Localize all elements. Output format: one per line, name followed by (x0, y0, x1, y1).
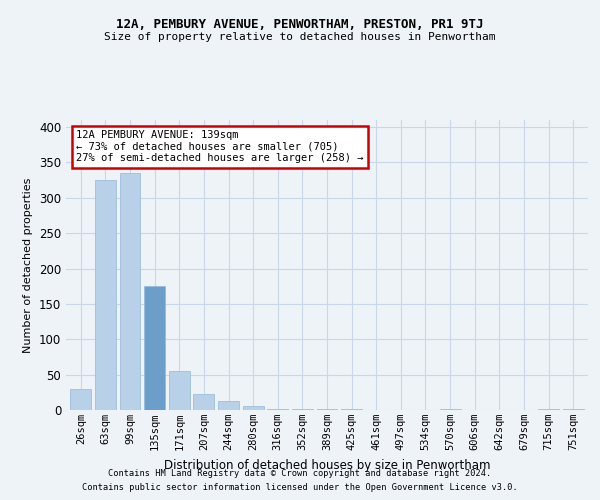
Bar (193, 394, 214, 410)
Y-axis label: Number of detached properties: Number of detached properties (23, 178, 34, 352)
Bar (169, 371, 190, 410)
Bar (95, 180, 116, 410)
Text: Contains public sector information licensed under the Open Government Licence v3: Contains public sector information licen… (82, 484, 518, 492)
Text: 12A, PEMBURY AVENUE, PENWORTHAM, PRESTON, PR1 9TJ: 12A, PEMBURY AVENUE, PENWORTHAM, PRESTON… (116, 18, 484, 30)
Bar (218, 401, 239, 410)
Bar (292, 408, 313, 410)
Bar (70, 389, 91, 410)
Bar (119, 173, 140, 410)
Bar (538, 408, 559, 410)
X-axis label: Distribution of detached houses by size in Penwortham: Distribution of detached houses by size … (164, 458, 490, 471)
Text: 12A PEMBURY AVENUE: 139sqm
← 73% of detached houses are smaller (705)
27% of sem: 12A PEMBURY AVENUE: 139sqm ← 73% of deta… (76, 130, 364, 164)
Text: Size of property relative to detached houses in Penwortham: Size of property relative to detached ho… (104, 32, 496, 42)
Bar (144, 286, 165, 410)
Bar (267, 408, 288, 410)
Text: Contains HM Land Registry data © Crown copyright and database right 2024.: Contains HM Land Registry data © Crown c… (109, 468, 491, 477)
Bar (242, 406, 263, 410)
Bar (440, 408, 461, 410)
